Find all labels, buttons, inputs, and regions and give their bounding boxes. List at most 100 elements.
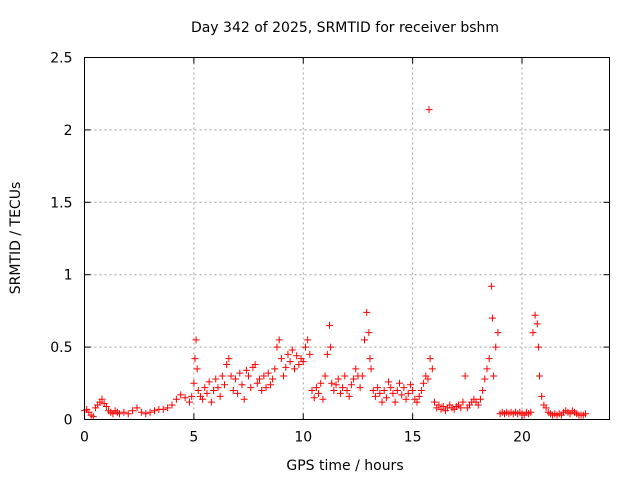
data-point	[339, 384, 347, 392]
data-point	[214, 384, 222, 392]
data-point	[256, 375, 263, 383]
data-point	[264, 369, 272, 377]
data-point	[476, 395, 484, 403]
data-point	[385, 378, 393, 386]
data-point	[225, 355, 233, 363]
data-point	[89, 413, 97, 421]
data-point	[203, 389, 211, 397]
data-point	[378, 398, 386, 406]
data-point	[425, 106, 433, 114]
data-point	[133, 404, 141, 412]
data-point	[277, 355, 285, 363]
data-point	[330, 387, 338, 395]
data-point	[181, 394, 189, 402]
y-tick-label: 0	[64, 413, 73, 429]
data-point	[323, 350, 331, 358]
data-point	[282, 363, 290, 371]
data-point	[286, 358, 294, 366]
data-point	[164, 404, 172, 412]
data-point	[223, 360, 231, 368]
data-point	[212, 375, 220, 383]
data-point	[186, 398, 193, 406]
data-point	[328, 379, 336, 387]
data-point	[188, 392, 196, 400]
data-point	[487, 282, 495, 290]
x-tick-label: 15	[404, 430, 422, 446]
data-point	[361, 336, 368, 344]
data-point	[488, 314, 496, 322]
data-point	[369, 387, 377, 395]
data-point	[216, 392, 224, 400]
y-tick-label: 0.5	[50, 340, 72, 356]
y-tick-label: 1.5	[50, 195, 72, 211]
axis-ticks: 0 5 10 15 20 0 0.5 1 1.5 2 2.5	[50, 51, 610, 446]
data-point	[315, 389, 323, 397]
data-point	[151, 407, 158, 415]
data-point	[334, 375, 342, 383]
data-point	[533, 320, 541, 328]
data-point	[190, 379, 198, 387]
data-point	[415, 392, 423, 400]
data-point	[387, 384, 395, 392]
data-point	[435, 401, 443, 409]
y-axis-label: SRMTID / TECUs	[8, 182, 24, 295]
data-point	[534, 343, 542, 351]
x-tick-label: 0	[80, 430, 89, 446]
data-point	[299, 358, 307, 366]
data-point	[238, 381, 246, 389]
data-point	[380, 387, 388, 395]
data-point	[120, 408, 128, 416]
data-point	[98, 395, 106, 403]
data-point	[168, 401, 176, 409]
data-point	[366, 355, 374, 363]
grid	[84, 57, 610, 420]
data-point	[327, 343, 335, 351]
x-tick-label: 20	[513, 430, 531, 446]
data-point	[295, 360, 303, 368]
data-point	[308, 387, 316, 395]
data-point	[536, 372, 543, 380]
data-point	[356, 384, 364, 392]
data-point	[271, 365, 279, 373]
data-point	[273, 343, 281, 351]
data-point	[494, 329, 502, 337]
data-point	[288, 346, 296, 354]
data-point	[310, 394, 318, 402]
data-point	[229, 387, 237, 395]
data-point	[404, 389, 412, 397]
data-point	[210, 387, 218, 395]
data-point	[350, 375, 358, 383]
data-point	[483, 365, 491, 373]
data-point	[402, 395, 410, 403]
data-point	[304, 336, 312, 344]
data-point	[374, 384, 382, 392]
data-point	[137, 408, 145, 416]
data-point	[129, 407, 137, 415]
data-point	[400, 384, 408, 392]
data-point	[343, 387, 351, 395]
data-point	[124, 410, 132, 418]
plot-frame	[84, 57, 610, 420]
data-point	[424, 375, 432, 383]
data-point	[192, 336, 200, 344]
data-point	[319, 395, 327, 403]
data-point	[347, 381, 355, 389]
data-point	[193, 365, 201, 373]
data-point	[301, 343, 309, 351]
data-point	[431, 398, 438, 406]
data-point	[321, 372, 329, 380]
data-point	[376, 389, 384, 397]
data-point	[218, 372, 226, 380]
data-point	[284, 350, 292, 358]
data-point	[332, 381, 340, 389]
data-point	[194, 387, 202, 395]
data-point	[531, 311, 539, 319]
data-point	[306, 350, 314, 358]
data-point	[417, 387, 425, 395]
data-point	[116, 410, 123, 418]
data-point	[345, 392, 353, 400]
data-point	[389, 389, 397, 397]
data-point	[398, 391, 406, 399]
data-points	[81, 106, 589, 421]
